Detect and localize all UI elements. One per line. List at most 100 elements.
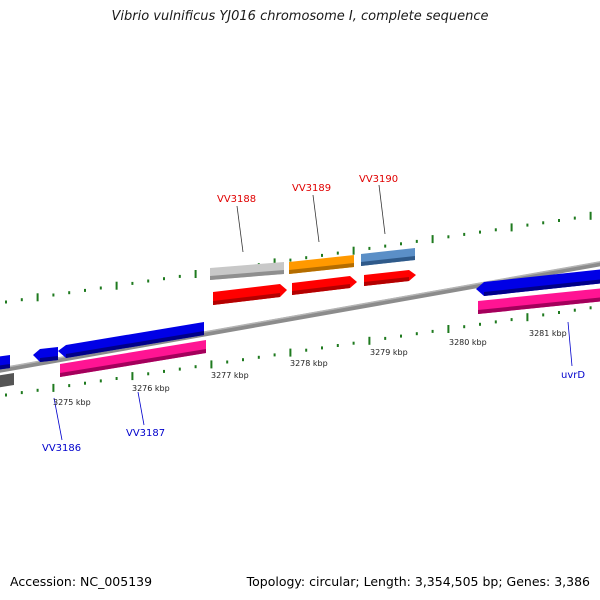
minor-tick [352,341,355,345]
major-tick [115,281,118,290]
minor-tick [163,369,165,373]
major-tick [131,372,134,381]
minor-tick [447,235,450,239]
kbp-label: 3279 kbp [370,348,408,357]
gene-label-uvrd[interactable]: uvrD [561,370,585,381]
gene-label-vv3186[interactable]: VV3186 [42,443,81,454]
major-tick [431,235,434,244]
minor-tick [36,388,39,392]
minor-tick [384,244,387,248]
minor-tick [494,320,497,324]
minor-tick [99,379,102,383]
minor-tick [84,381,86,385]
minor-tick [52,293,55,297]
minor-tick [321,253,323,257]
major-tick [447,325,450,333]
major-tick [36,293,39,302]
minor-tick [542,221,545,225]
minor-tick [479,230,481,234]
minor-tick [68,384,71,388]
kbp-scale-labels: 3275 kbp 3276 kbp 3277 kbp 3278 kbp 3279… [53,329,567,407]
cds-arrow-vv3190[interactable] [364,270,416,286]
minor-tick [115,377,118,380]
minor-tick [336,344,339,347]
minor-tick [20,298,23,302]
minor-tick [479,322,481,326]
gene-label-vv3187[interactable]: VV3187 [126,428,165,439]
map-title: Vibrio vulnificus YJ016 chromosome I, co… [111,9,489,24]
minor-tick [194,365,197,369]
cds-bar-vv3187[interactable] [60,340,206,377]
gene-bar-vv3189[interactable] [289,255,354,274]
minor-tick [415,332,418,336]
gene-bar-vv3188[interactable] [210,262,284,280]
minor-tick [163,277,165,281]
kbp-label: 3275 kbp [53,398,91,407]
major-tick [194,270,197,278]
minor-tick [415,239,418,243]
tick-row-lower [5,306,592,397]
minor-tick [131,281,134,285]
lower-gene-track [0,269,600,370]
kbp-label: 3276 kbp [132,384,170,393]
upper-cds-track [213,270,416,305]
backbone [0,261,600,373]
kbp-label: 3280 kbp [449,338,487,347]
minor-tick [68,291,71,295]
minor-tick [257,355,260,359]
minor-tick [463,325,466,329]
minor-tick [5,393,7,397]
kbp-label: 3281 kbp [529,329,567,338]
major-tick [526,313,529,322]
major-tick [368,336,371,345]
cds-arrow-vv3189[interactable] [292,276,357,295]
minor-tick [400,334,402,338]
lower-cds-track [0,288,600,388]
minor-tick [242,358,244,362]
cds-bar-left-edge[interactable] [0,373,14,388]
minor-tick [558,311,560,314]
gene-arrow-vv3187[interactable] [58,322,204,358]
kbp-label: 3277 kbp [211,371,249,380]
minor-tick [226,360,229,364]
major-tick [589,211,592,220]
kbp-label: 3278 kbp [290,359,328,368]
minor-tick [573,308,576,312]
gene-label-vv3189[interactable]: VV3189 [292,183,331,194]
minor-tick [558,219,560,222]
minor-tick [336,251,339,255]
minor-tick [321,346,323,350]
minor-tick [494,228,497,232]
minor-tick [305,348,308,352]
label-connectors [53,184,573,441]
major-tick [210,360,213,369]
gene-arrow-uvrd[interactable] [476,269,600,296]
minor-tick [589,306,592,310]
minor-tick [542,313,545,317]
minor-tick [289,258,292,262]
major-tick [289,348,292,357]
minor-tick [5,300,7,304]
gene-bar-vv3190[interactable] [361,248,415,266]
minor-tick [573,216,576,220]
cds-bar-uvrd[interactable] [478,288,600,314]
minor-tick [526,223,529,227]
minor-tick [273,353,276,357]
gene-labels: VV3188 VV3189 VV3190 VV3186 VV3187 uvrD [42,174,585,454]
minor-tick [147,279,150,283]
minor-tick [431,329,434,333]
minor-tick [20,391,23,395]
gene-arrow-left-edge[interactable] [0,355,10,370]
gene-label-vv3188[interactable]: VV3188 [217,194,256,205]
cds-arrow-vv3188[interactable] [213,284,287,305]
minor-tick [400,242,402,246]
gene-arrow-vv3186[interactable] [33,347,58,362]
gene-label-vv3190[interactable]: VV3190 [359,174,398,185]
accession-text: Accession: NC_005139 [10,574,153,589]
minor-tick [178,367,181,371]
minor-tick [99,286,102,290]
minor-tick [368,246,371,250]
minor-tick [178,274,181,278]
topology-stats-text: Topology: circular; Length: 3,354,505 bp… [246,574,590,589]
